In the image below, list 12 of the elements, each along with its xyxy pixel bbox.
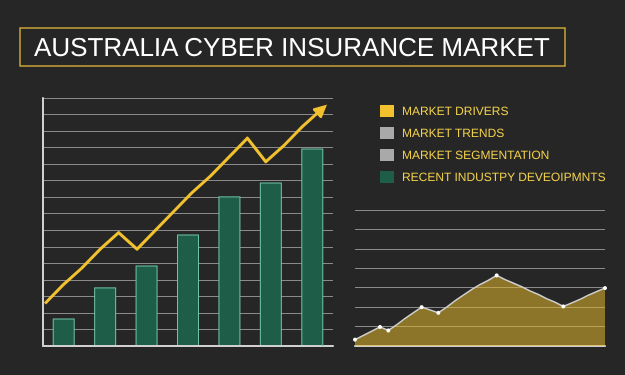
text: MARKET TRENDS <box>402 126 504 140</box>
text: RECENT INDUSTPY DEVEOIPMNTS <box>402 170 606 184</box>
text: MARKET SEGMENTATION <box>402 148 550 162</box>
bar <box>218 196 240 346</box>
bar <box>260 182 282 346</box>
bar <box>177 234 199 346</box>
chart-title: AUSTRALIA CYBER INSURANCE MARKET <box>34 32 550 62</box>
bar <box>94 287 116 346</box>
text: MARKET DRIVERS <box>402 104 508 118</box>
bar <box>136 265 158 346</box>
bar <box>52 318 75 346</box>
bar <box>301 148 324 346</box>
